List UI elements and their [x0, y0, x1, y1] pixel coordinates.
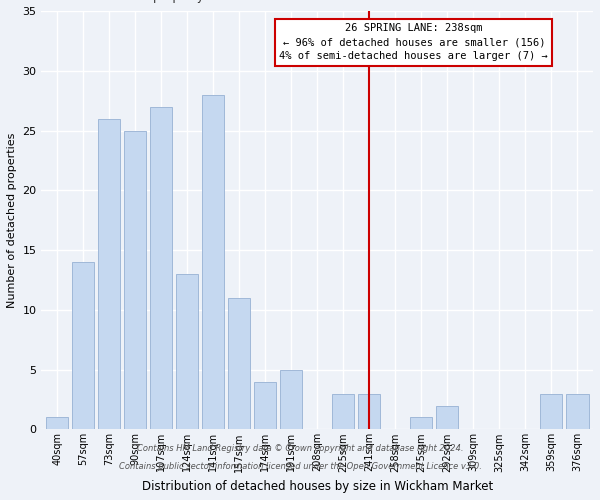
Bar: [254, 382, 276, 430]
Bar: [202, 94, 224, 429]
Text: Contains public sector information licensed under the Open Government Licence v3: Contains public sector information licen…: [119, 462, 481, 471]
Bar: [46, 418, 68, 430]
Bar: [228, 298, 250, 430]
Bar: [124, 130, 146, 430]
Bar: [566, 394, 589, 430]
Bar: [72, 262, 94, 430]
X-axis label: Distribution of detached houses by size in Wickham Market: Distribution of detached houses by size …: [142, 480, 493, 493]
Bar: [436, 406, 458, 429]
Bar: [150, 106, 172, 430]
Bar: [541, 394, 562, 430]
Text: Size of property relative to detached houses in Wickham Market: Size of property relative to detached ho…: [110, 0, 490, 4]
Text: 26 SPRING LANE: 238sqm
← 96% of detached houses are smaller (156)
4% of semi-det: 26 SPRING LANE: 238sqm ← 96% of detached…: [280, 24, 548, 62]
Bar: [280, 370, 302, 430]
Bar: [358, 394, 380, 430]
Bar: [176, 274, 198, 430]
Bar: [332, 394, 355, 430]
Text: Contains HM Land Registry data © Crown copyright and database right 2024.: Contains HM Land Registry data © Crown c…: [137, 444, 463, 454]
Bar: [98, 118, 120, 430]
Y-axis label: Number of detached properties: Number of detached properties: [7, 132, 17, 308]
Bar: [410, 418, 433, 430]
